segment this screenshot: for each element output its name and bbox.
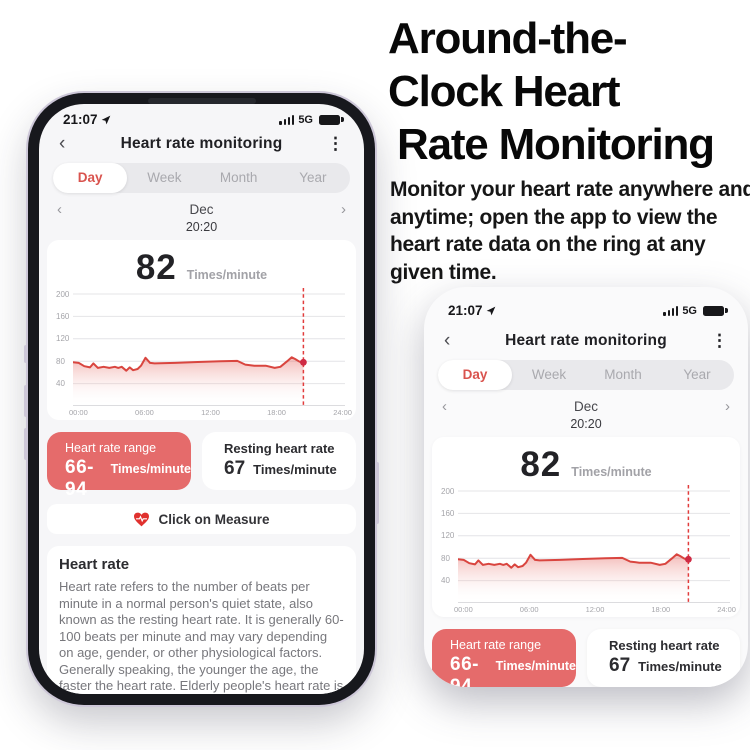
location-arrow-icon [101, 115, 111, 125]
status-icons: 5G [279, 113, 344, 126]
network-type-label: 5G [682, 304, 697, 317]
status-time-text: 21:07 [448, 303, 483, 318]
tab-day[interactable]: Day [438, 360, 512, 390]
battery-icon [319, 114, 344, 125]
range-card-value: 66-94 [450, 654, 479, 687]
headline: Around-the- Clock Heart Rate Monitoring [388, 12, 750, 171]
clock: 21:07 [63, 112, 111, 127]
status-bar: 21:07 5G [424, 287, 748, 318]
resting-heart-rate-card: Resting heart rate 67 Times/minute [202, 432, 356, 490]
volume-up-button [24, 385, 28, 417]
range-card-title: Heart rate range [65, 441, 157, 455]
resting-card-title: Resting heart rate [609, 638, 720, 653]
signal-strength-icon [663, 306, 679, 316]
app-header: ‹ Heart rate monitoring ⋮ [39, 133, 364, 155]
heart-rate-plot [73, 288, 345, 406]
heart-rate-range-card: Heart rate range 66-94 Times/minute [47, 432, 191, 500]
signal-strength-icon [279, 115, 295, 125]
heart-rate-info-card: Heart rate Heart rate refers to the numb… [47, 546, 356, 694]
period-tab-bar: Day Week Month Year [438, 360, 734, 390]
next-month-button[interactable]: › [341, 200, 346, 218]
heart-rate-chart[interactable]: 200 160 120 80 40 00:00 06:00 12:00 18:00 24:00 [432, 477, 740, 617]
heart-pulse-icon [133, 512, 150, 527]
heart-rate-chart[interactable]: 200 160 120 80 40 00:00 06:00 12:00 18:00 24:00 [47, 280, 356, 420]
headline-line: Around-the- [388, 14, 628, 63]
resting-card-value: 67 [224, 458, 246, 479]
info-body: Heart rate refers to the number of beats… [59, 579, 344, 693]
volume-down-button [24, 428, 28, 460]
x-axis-labels: 00:00 06:00 12:00 18:00 24:00 [454, 605, 736, 614]
status-time-text: 21:07 [63, 112, 98, 127]
tab-day[interactable]: Day [53, 163, 128, 193]
heart-rate-plot [458, 485, 730, 603]
x-axis-labels: 00:00 06:00 12:00 18:00 24:00 [69, 408, 352, 417]
heart-rate-chart-card: 82 Times/minute 200 160 120 80 40 00:00 06:00… [47, 240, 356, 420]
mute-switch [24, 345, 28, 363]
selected-time-label: 20:20 [570, 417, 602, 431]
network-type-label: 5G [298, 113, 313, 126]
tab-month[interactable]: Month [604, 367, 642, 382]
page-title: Heart rate monitoring [120, 135, 283, 152]
prev-month-button[interactable]: ‹ [57, 200, 62, 218]
app-header: ‹ Heart rate monitoring ⋮ [424, 330, 748, 352]
tab-month[interactable]: Month [219, 170, 258, 185]
status-bar: 21:07 5G [39, 104, 364, 127]
range-card-unit: Times/minute [495, 659, 576, 673]
page-title: Heart rate monitoring [505, 332, 667, 349]
resting-heart-rate-card: Resting heart rate 67 Times/minute [587, 629, 740, 687]
range-card-title: Heart rate range [450, 638, 542, 652]
current-reading: 82 Times/minute [432, 437, 740, 485]
month-label: Dec [573, 399, 598, 414]
next-month-button[interactable]: › [725, 397, 730, 415]
status-icons: 5G [663, 304, 728, 317]
phone-mockup-left: 21:07 5G ‹ Heart rate monitoring ⋮ Day [24, 93, 379, 705]
resting-card-unit: Times/minute [638, 659, 722, 674]
clock: 21:07 [448, 303, 496, 318]
app-screen: 21:07 5G ‹ Heart rate monitoring ⋮ Day [39, 104, 364, 694]
resting-card-unit: Times/minute [253, 462, 337, 477]
y-axis-labels: 200 160 120 80 40 [441, 486, 455, 586]
summary-cards: Heart rate range 66-94 Times/minute Rest… [47, 432, 356, 500]
location-arrow-icon [486, 306, 496, 316]
heart-rate-chart-card: 82 Times/minute 200 160 120 80 40 00:00 06:00… [432, 437, 740, 617]
current-hr-value: 82 [520, 445, 562, 484]
current-hr-unit: Times/minute [571, 465, 652, 479]
period-tab-bar: Day Week Month Year [53, 163, 350, 193]
headline-line: Clock Heart [388, 67, 621, 116]
current-hr-unit: Times/minute [186, 268, 268, 282]
phone-mockup-right: 21:07 5G ‹ Heart rate monitoring ⋮ Day W… [424, 287, 748, 687]
marketing-description: Monitor your heart rate anywhere and any… [390, 178, 750, 284]
measure-button[interactable]: Click on Measure [47, 504, 356, 534]
resting-card-value: 67 [609, 655, 631, 676]
more-menu-button[interactable]: ⋮ [327, 134, 344, 153]
resting-card-title: Resting heart rate [224, 441, 335, 456]
range-card-value: 66-94 [65, 457, 94, 500]
tab-week[interactable]: Week [147, 170, 182, 185]
back-button[interactable]: ‹ [444, 330, 451, 351]
tab-year[interactable]: Year [299, 170, 327, 185]
power-button [375, 462, 379, 524]
measure-button-label: Click on Measure [158, 511, 270, 527]
selected-time-label: 20:20 [185, 220, 218, 234]
summary-cards: Heart rate range 66-94 Times/minute Rest… [432, 629, 740, 687]
prev-month-button[interactable]: ‹ [442, 397, 447, 415]
info-title: Heart rate [59, 556, 130, 573]
current-reading: 82 Times/minute [47, 240, 356, 288]
range-card-unit: Times/minute [110, 462, 191, 476]
month-label: Dec [189, 202, 214, 217]
date-navigator: ‹ Dec › [57, 201, 346, 218]
more-menu-button[interactable]: ⋮ [711, 331, 728, 350]
tab-week[interactable]: Week [531, 367, 567, 382]
heart-rate-range-card: Heart rate range 66-94 Times/minute [432, 629, 576, 687]
current-hr-value: 82 [135, 248, 177, 287]
speaker-notch [147, 98, 256, 104]
tab-year[interactable]: Year [683, 367, 711, 382]
y-axis-labels: 200 160 120 80 40 [56, 289, 70, 389]
back-button[interactable]: ‹ [59, 133, 66, 154]
date-navigator: ‹ Dec › [442, 398, 730, 415]
headline-line: Rate Monitoring [397, 120, 715, 169]
battery-icon [703, 305, 728, 316]
